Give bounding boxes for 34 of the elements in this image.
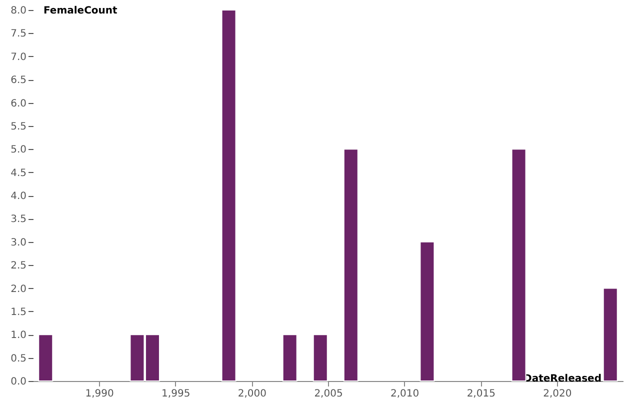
y-tick-label: 4.5 — [10, 168, 26, 179]
bar — [312, 334, 328, 382]
x-axis-title: DateReleased — [524, 374, 602, 384]
x-tick-label: 1,990 — [85, 388, 114, 400]
bar — [602, 288, 618, 382]
y-tick-label: 6.0 — [10, 98, 26, 110]
x-tick-label: 2,000 — [238, 388, 267, 400]
x-tick-label: 1,995 — [162, 388, 190, 400]
x-tick-label: 2,010 — [390, 388, 420, 400]
y-tick-label: 5.0 — [10, 144, 26, 156]
y-tick-label: 1.5 — [10, 306, 26, 318]
y-tick-label: 3.5 — [10, 214, 26, 226]
y-tick-label: 0.5 — [10, 353, 26, 364]
x-tick-label: 2,020 — [543, 388, 572, 400]
y-tick-label: 6.5 — [10, 75, 26, 86]
bar — [282, 334, 298, 382]
x-tick-label: 2,005 — [314, 388, 343, 400]
y-tick-label: 8.0 — [10, 6, 26, 16]
y-axis-title: FemaleCount — [44, 6, 118, 16]
y-tick-label: 3.0 — [10, 237, 26, 248]
y-tick-label: 4.0 — [10, 191, 26, 202]
y-tick-label: 7.5 — [10, 28, 26, 40]
y-tick-label: 7.0 — [10, 52, 26, 63]
y-tick-label: 1.0 — [10, 330, 26, 342]
y-tick-label: 2.5 — [10, 260, 26, 272]
y-tick-label: 2.0 — [10, 284, 26, 295]
y-tick-label: 0.0 — [10, 376, 26, 388]
bar — [343, 148, 358, 382]
bar — [511, 148, 526, 382]
bar — [38, 334, 54, 382]
bar — [221, 10, 236, 382]
y-tick-label: 5.5 — [10, 121, 26, 132]
bar — [420, 241, 435, 382]
x-tick-label: 2,015 — [466, 388, 496, 400]
